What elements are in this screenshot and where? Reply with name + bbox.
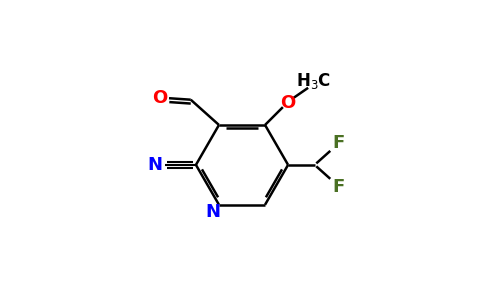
Text: O: O: [280, 94, 295, 112]
Text: F: F: [332, 134, 344, 152]
Text: N: N: [148, 156, 163, 174]
Text: F: F: [332, 178, 344, 196]
Text: O: O: [152, 88, 168, 106]
Text: H$_3$C: H$_3$C: [297, 71, 332, 91]
Text: N: N: [205, 203, 220, 221]
